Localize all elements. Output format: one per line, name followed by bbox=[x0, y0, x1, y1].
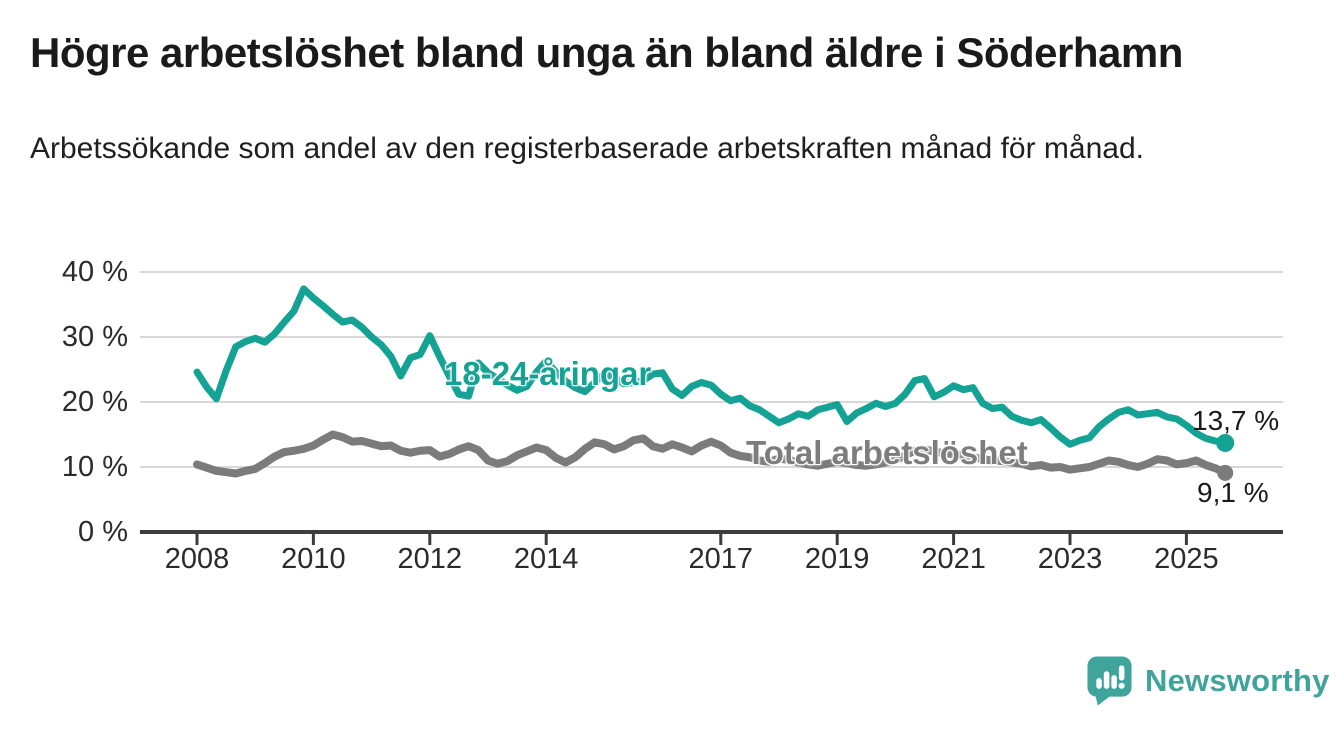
end-value-label-total: 9,1 % bbox=[1197, 477, 1269, 508]
end-dot-18-24-aringar bbox=[1216, 433, 1235, 452]
y-tick-label-40: 40 % bbox=[61, 256, 128, 288]
series-label-young: 18-24-åringar bbox=[444, 355, 652, 392]
x-tick-label-2014: 2014 bbox=[513, 543, 579, 575]
x-tick-label-2021: 2021 bbox=[921, 543, 986, 575]
y-tick-label-30: 30 % bbox=[61, 321, 128, 353]
x-tick-label-2012: 2012 bbox=[397, 543, 463, 575]
x-tick-label-2019: 2019 bbox=[804, 543, 870, 575]
y-tick-label-0: 0 % bbox=[78, 516, 128, 548]
y-tick-label-10: 10 % bbox=[61, 451, 128, 483]
series-label-total: Total arbetslöshet bbox=[746, 434, 1028, 471]
page-title: Högre arbetslöshet bland unga än bland ä… bbox=[30, 29, 1183, 76]
line-total-arbetsloshet bbox=[193, 430, 1230, 478]
x-tick-label-2010: 2010 bbox=[281, 543, 346, 575]
page-subtitle: Arbetssökande som andel av den registerb… bbox=[30, 132, 1144, 165]
end-dot-total-arbetsloshet bbox=[1217, 464, 1234, 481]
brand-name: Newsworthy bbox=[1145, 662, 1330, 698]
x-tick-label-2025: 2025 bbox=[1154, 543, 1219, 575]
bar-chart-speech-bubble-icon bbox=[1087, 656, 1132, 706]
line-18-24-aringar bbox=[193, 285, 1229, 448]
x-tick-label-2023: 2023 bbox=[1037, 543, 1103, 575]
y-tick-label-20: 20 % bbox=[61, 386, 128, 418]
y-axis-labels: 0 % 10 % 20 % 30 % 40 % bbox=[8, 0, 128, 600]
x-tick-label-2017: 2017 bbox=[688, 543, 754, 575]
end-value-label-young: 13,7 % bbox=[1192, 405, 1280, 436]
x-axis-labels: 2008 2010 2012 2014 2017 2019 2021 2023 2025 bbox=[0, 543, 1340, 583]
x-tick-label-2008: 2008 bbox=[164, 543, 230, 575]
newsworthy-logo: Newsworthy bbox=[1086, 655, 1330, 706]
